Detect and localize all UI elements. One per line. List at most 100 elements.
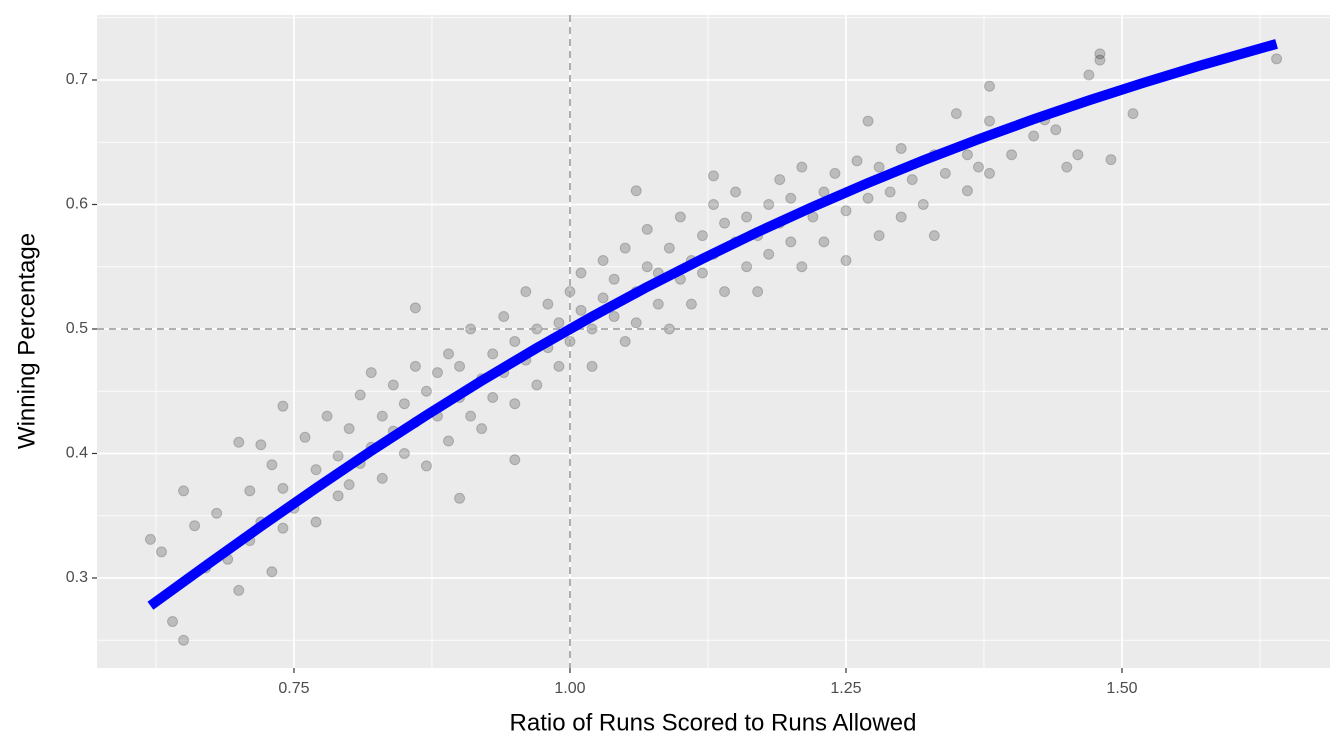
point — [398, 398, 410, 410]
point — [851, 155, 863, 167]
point — [310, 516, 322, 528]
x-tick-label: 0.75 — [278, 680, 309, 697]
point — [630, 317, 642, 329]
point — [409, 302, 421, 314]
point — [443, 348, 455, 360]
point — [443, 435, 455, 447]
point — [266, 566, 278, 578]
point — [939, 167, 951, 179]
point — [277, 482, 289, 494]
point — [608, 273, 620, 285]
point — [476, 423, 488, 435]
point — [321, 410, 333, 422]
point — [652, 298, 664, 310]
point — [398, 447, 410, 459]
point — [542, 298, 554, 310]
point — [796, 261, 808, 273]
point — [520, 286, 532, 298]
point — [608, 311, 620, 323]
point — [708, 198, 719, 210]
point — [1061, 161, 1073, 173]
point — [266, 459, 278, 471]
point — [509, 398, 521, 410]
point — [597, 292, 609, 304]
point — [984, 115, 996, 127]
fit-curve — [147, 39, 1278, 610]
point — [984, 80, 996, 92]
point — [685, 298, 697, 310]
point — [310, 464, 322, 476]
point — [189, 520, 201, 532]
point — [862, 192, 874, 204]
point — [641, 261, 653, 273]
point — [420, 385, 432, 397]
point — [376, 410, 388, 422]
point — [332, 490, 344, 502]
point — [1006, 149, 1018, 161]
point — [862, 115, 874, 127]
point — [719, 286, 731, 298]
point — [575, 304, 587, 316]
point — [178, 634, 190, 646]
point — [961, 149, 973, 161]
point — [741, 211, 753, 223]
point — [696, 230, 708, 242]
point — [696, 267, 708, 279]
point — [774, 174, 786, 186]
point — [420, 460, 432, 472]
point — [597, 255, 609, 267]
point — [972, 161, 984, 173]
point — [1094, 54, 1106, 66]
point — [763, 198, 775, 210]
point — [1105, 154, 1117, 166]
x-tick-label: 1.25 — [830, 680, 861, 697]
x-tick-label: 1.50 — [1106, 680, 1137, 697]
point — [785, 236, 797, 248]
y-tick-label: 0.7 — [66, 71, 88, 88]
point — [454, 360, 466, 372]
point — [487, 348, 499, 360]
point — [950, 108, 962, 120]
point — [829, 167, 841, 179]
point — [1271, 53, 1283, 65]
y-tick-label: 0.3 — [66, 569, 88, 586]
point — [431, 367, 443, 379]
point — [730, 186, 742, 198]
point — [244, 485, 256, 497]
point — [763, 248, 775, 260]
point — [796, 161, 808, 173]
x-tick-label: 1.00 — [554, 680, 585, 697]
point — [454, 492, 466, 504]
y-tick-label: 0.5 — [66, 320, 88, 337]
point — [233, 584, 245, 596]
point — [553, 317, 565, 329]
point — [895, 211, 907, 223]
point — [741, 261, 753, 273]
point — [531, 379, 543, 391]
point — [906, 174, 918, 186]
point — [961, 185, 973, 197]
point — [917, 198, 929, 210]
y-tick-label: 0.6 — [66, 196, 88, 213]
point — [155, 546, 167, 558]
point — [376, 472, 388, 484]
point — [343, 479, 355, 491]
point — [1072, 149, 1084, 161]
point — [1094, 48, 1106, 60]
point — [752, 286, 764, 298]
point — [233, 436, 245, 448]
point — [487, 391, 499, 403]
point — [409, 360, 421, 372]
point — [840, 255, 852, 267]
point — [630, 185, 642, 197]
point — [277, 522, 289, 534]
point — [509, 335, 521, 347]
point — [498, 311, 510, 323]
point — [785, 192, 797, 204]
point — [354, 389, 366, 401]
point — [178, 485, 190, 497]
point — [167, 616, 179, 628]
point — [586, 360, 598, 372]
point — [708, 170, 719, 182]
